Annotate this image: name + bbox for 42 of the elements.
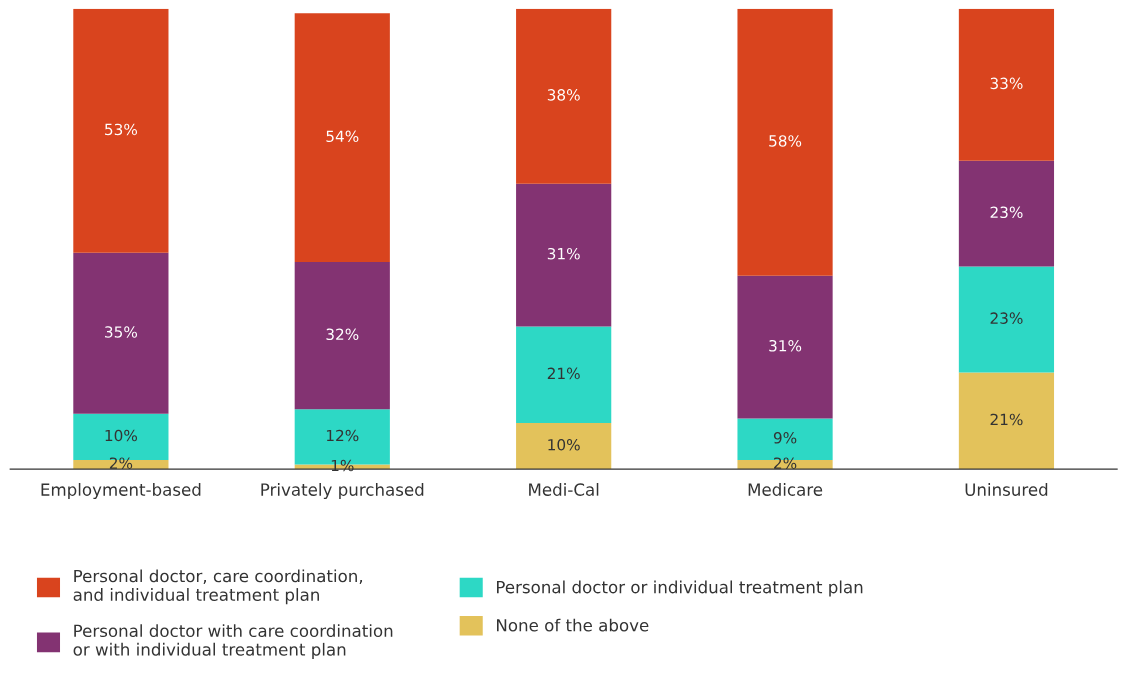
- bar: [958, 8, 1055, 161]
- bar: [73, 252, 169, 414]
- data-label: 31%: [769, 339, 802, 352]
- data-label: 23%: [990, 206, 1023, 219]
- x-tick-label: Medi-Cal: [529, 482, 599, 496]
- bar: [737, 275, 833, 419]
- data-label: 9%: [773, 432, 797, 444]
- data-label: 53%: [105, 123, 138, 136]
- legend-label: Personal doctor with care coordination or with individual treatment plan: [73, 624, 393, 659]
- data-label: 32%: [326, 328, 359, 341]
- data-label: 58%: [769, 135, 802, 147]
- data-label: 23%: [990, 312, 1023, 324]
- x-tick-label: Medicare: [748, 482, 823, 496]
- bar: [73, 8, 169, 253]
- data-label: 35%: [105, 326, 138, 338]
- bar: [294, 261, 390, 410]
- data-label: 2%: [774, 457, 797, 469]
- data-label: 21%: [547, 367, 580, 380]
- data-label: 54%: [326, 130, 359, 143]
- data-label: 21%: [990, 413, 1023, 426]
- bar: [737, 8, 833, 276]
- bar: [958, 160, 1055, 267]
- bar: [958, 266, 1055, 373]
- legend-label: Personal doctor or individual treatment plan: [497, 580, 863, 597]
- x-tick-label: Privately purchased: [261, 482, 424, 500]
- data-label: 10%: [548, 438, 580, 451]
- x-tick-label: Uninsured: [965, 482, 1048, 496]
- data-label: 31%: [547, 247, 580, 260]
- bar: [516, 8, 612, 184]
- bar: [516, 423, 612, 470]
- data-label: 38%: [547, 89, 580, 101]
- bar: [958, 372, 1055, 470]
- legend-label: Personal doctor, care coordination, and individual treatment plan: [73, 569, 363, 605]
- bar: [516, 326, 612, 424]
- data-label: 33%: [990, 77, 1023, 90]
- bar: [516, 183, 612, 327]
- data-label: 10%: [105, 429, 138, 442]
- data-label: 2%: [109, 457, 133, 469]
- bar: [294, 13, 390, 262]
- data-label: 12%: [326, 429, 359, 442]
- legend-label: None of the above: [497, 618, 649, 632]
- x-tick-label: Employment-based: [41, 482, 201, 500]
